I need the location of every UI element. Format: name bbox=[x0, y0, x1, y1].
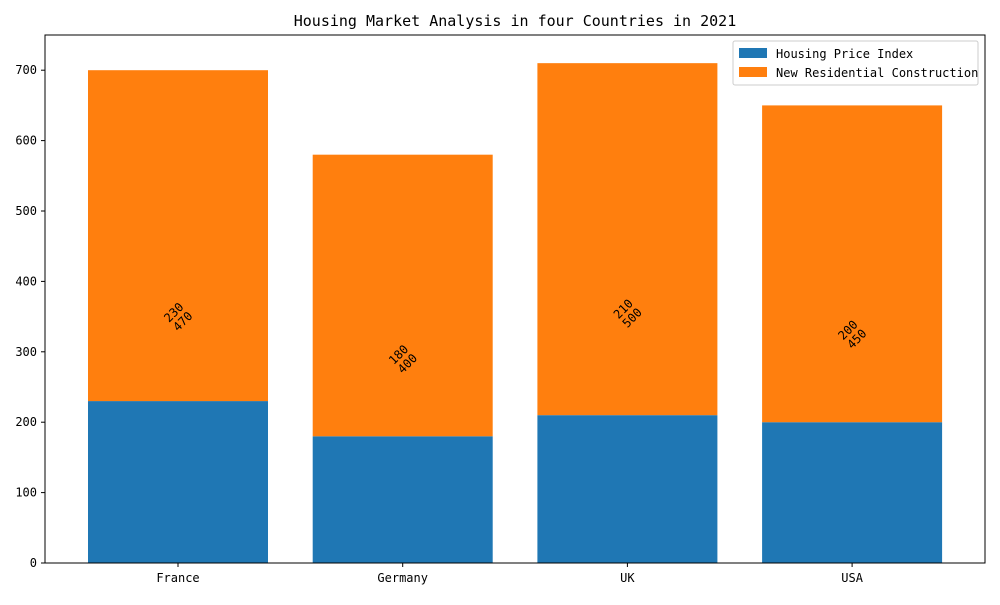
x-axis: France Germany UK USA bbox=[156, 563, 864, 585]
y-tick-label-500: 500 bbox=[15, 204, 37, 218]
bars-group bbox=[88, 63, 943, 563]
bar-france-series-2 bbox=[88, 70, 268, 402]
y-tick-label-600: 600 bbox=[15, 134, 37, 148]
x-tick-label-uk: UK bbox=[620, 571, 635, 585]
legend-box bbox=[732, 40, 979, 86]
y-tick-label-100: 100 bbox=[15, 486, 37, 500]
y-tick-label-0: 0 bbox=[30, 556, 37, 570]
legend-label-1: Housing Price Index bbox=[776, 47, 913, 61]
bar-germany-series-1 bbox=[312, 436, 493, 563]
plot-frame bbox=[44, 34, 986, 564]
chart-title: Housing Market Analysis in four Countrie… bbox=[294, 12, 737, 30]
x-tick-label-usa: USA bbox=[841, 571, 863, 585]
x-tick-label-france: France bbox=[156, 571, 199, 585]
legend-label-2: New Residential Construction bbox=[776, 66, 978, 80]
bar-usa-series-2 bbox=[762, 105, 943, 423]
bar-usa-series-1 bbox=[762, 422, 943, 563]
y-tick-label-700: 700 bbox=[15, 63, 37, 77]
y-tick-label-300: 300 bbox=[15, 345, 37, 359]
bar-germany-series-2 bbox=[312, 154, 493, 437]
bar-france-series-1 bbox=[88, 401, 268, 563]
y-tick-label-200: 200 bbox=[15, 415, 37, 429]
bar-uk-series-1 bbox=[537, 415, 718, 563]
legend-swatch-1 bbox=[739, 48, 767, 58]
y-tick-label-400: 400 bbox=[15, 274, 37, 288]
x-tick-label-germany: Germany bbox=[377, 571, 428, 585]
bar-uk-series-2 bbox=[537, 63, 718, 416]
legend-swatch-2 bbox=[739, 67, 767, 77]
legend: Housing Price Index New Residential Const… bbox=[732, 40, 979, 86]
y-axis: 0 100 200 300 400 500 600 700 bbox=[15, 63, 45, 570]
